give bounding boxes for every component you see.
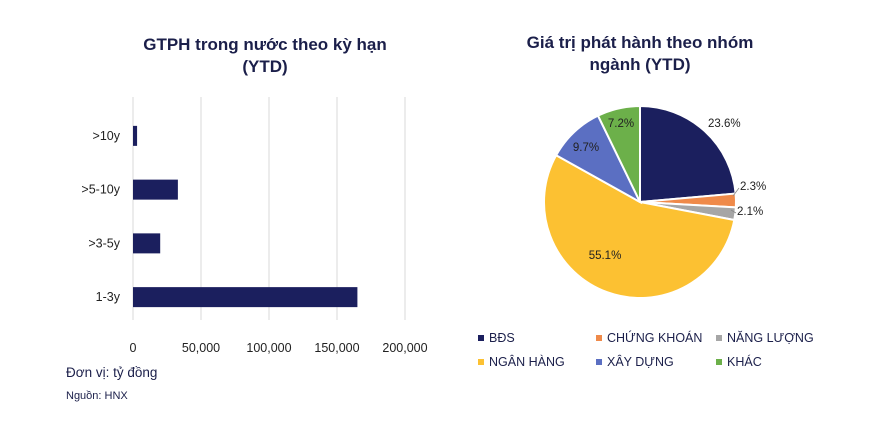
pie-slice-label: 7.2%: [608, 118, 634, 130]
pie-chart: 23.6% 2.3% 2.1% 55.1% 9.7% 7.2%: [543, 104, 766, 299]
y-category-label: 1-3y: [96, 290, 121, 304]
legend-label: NĂNG LƯỢNG: [727, 331, 814, 345]
unit-note: Đơn vị: tỷ đồng: [66, 365, 158, 380]
leader-line: [732, 187, 740, 197]
pie-chart-title-line1: Giá trị phát hành theo nhóm: [526, 33, 754, 52]
pie-slice-label: 55.1%: [589, 250, 622, 262]
legend-swatch: [596, 359, 602, 365]
bar: [133, 125, 138, 146]
legend-item: CHỨNG KHOÁN: [596, 331, 702, 345]
pie-slice: [543, 153, 736, 299]
legend-item: BĐS: [478, 331, 515, 345]
legend-label: NGÂN HÀNG: [489, 355, 565, 369]
x-tick-label: 50,000: [182, 341, 220, 355]
legend-label: XÂY DỰNG: [607, 355, 674, 369]
pie-slice: [639, 104, 737, 204]
bar: [133, 287, 358, 308]
legend-swatch: [478, 335, 484, 341]
y-category-label: >3-5y: [88, 236, 120, 250]
bar-chart: 0 50,000 100,000 150,000 200,000 >10y >5-10y >3…: [81, 97, 428, 355]
legend-item: NĂNG LƯỢNG: [716, 331, 814, 345]
legend-swatch: [596, 335, 602, 341]
bar: [133, 179, 178, 200]
bar-chart-title: GTPH trong nước theo kỳ hạn (YTD): [60, 34, 470, 78]
bar: [133, 233, 161, 254]
leader-line: [730, 209, 737, 214]
pie-slice: [596, 104, 641, 203]
legend-swatch: [478, 359, 484, 365]
legend-swatch: [716, 335, 722, 341]
pie-chart-title: Giá trị phát hành theo nhóm ngành (YTD): [480, 32, 800, 76]
pie-slice-label: 2.1%: [737, 206, 763, 218]
x-tick-label: 150,000: [314, 341, 359, 355]
x-tick-label: 0: [130, 341, 137, 355]
legend-label: CHỨNG KHOÁN: [607, 331, 703, 345]
source-note: Nguồn: HNX: [66, 390, 128, 402]
legend-item: XÂY DỰNG: [596, 355, 674, 369]
pie-chart-title-line2: ngành (YTD): [589, 55, 691, 74]
x-tick-label: 100,000: [246, 341, 291, 355]
y-category-label: >10y: [93, 129, 121, 143]
pie-slice-label: 2.3%: [740, 181, 766, 193]
y-category-label: >5-10y: [81, 183, 120, 197]
legend-label: KHÁC: [727, 355, 762, 369]
legend-swatch: [716, 359, 722, 365]
pie-slice-label: 9.7%: [573, 142, 599, 154]
pie-slice-label: 23.6%: [708, 118, 741, 130]
bar-chart-title-line2: (YTD): [242, 57, 288, 76]
bar-chart-title-line1: GTPH trong nước theo kỳ hạn: [143, 35, 387, 54]
legend-label: BĐS: [489, 331, 515, 345]
x-tick-label: 200,000: [382, 341, 427, 355]
legend-item: NGÂN HÀNG: [478, 355, 565, 369]
legend-item: KHÁC: [716, 355, 762, 369]
